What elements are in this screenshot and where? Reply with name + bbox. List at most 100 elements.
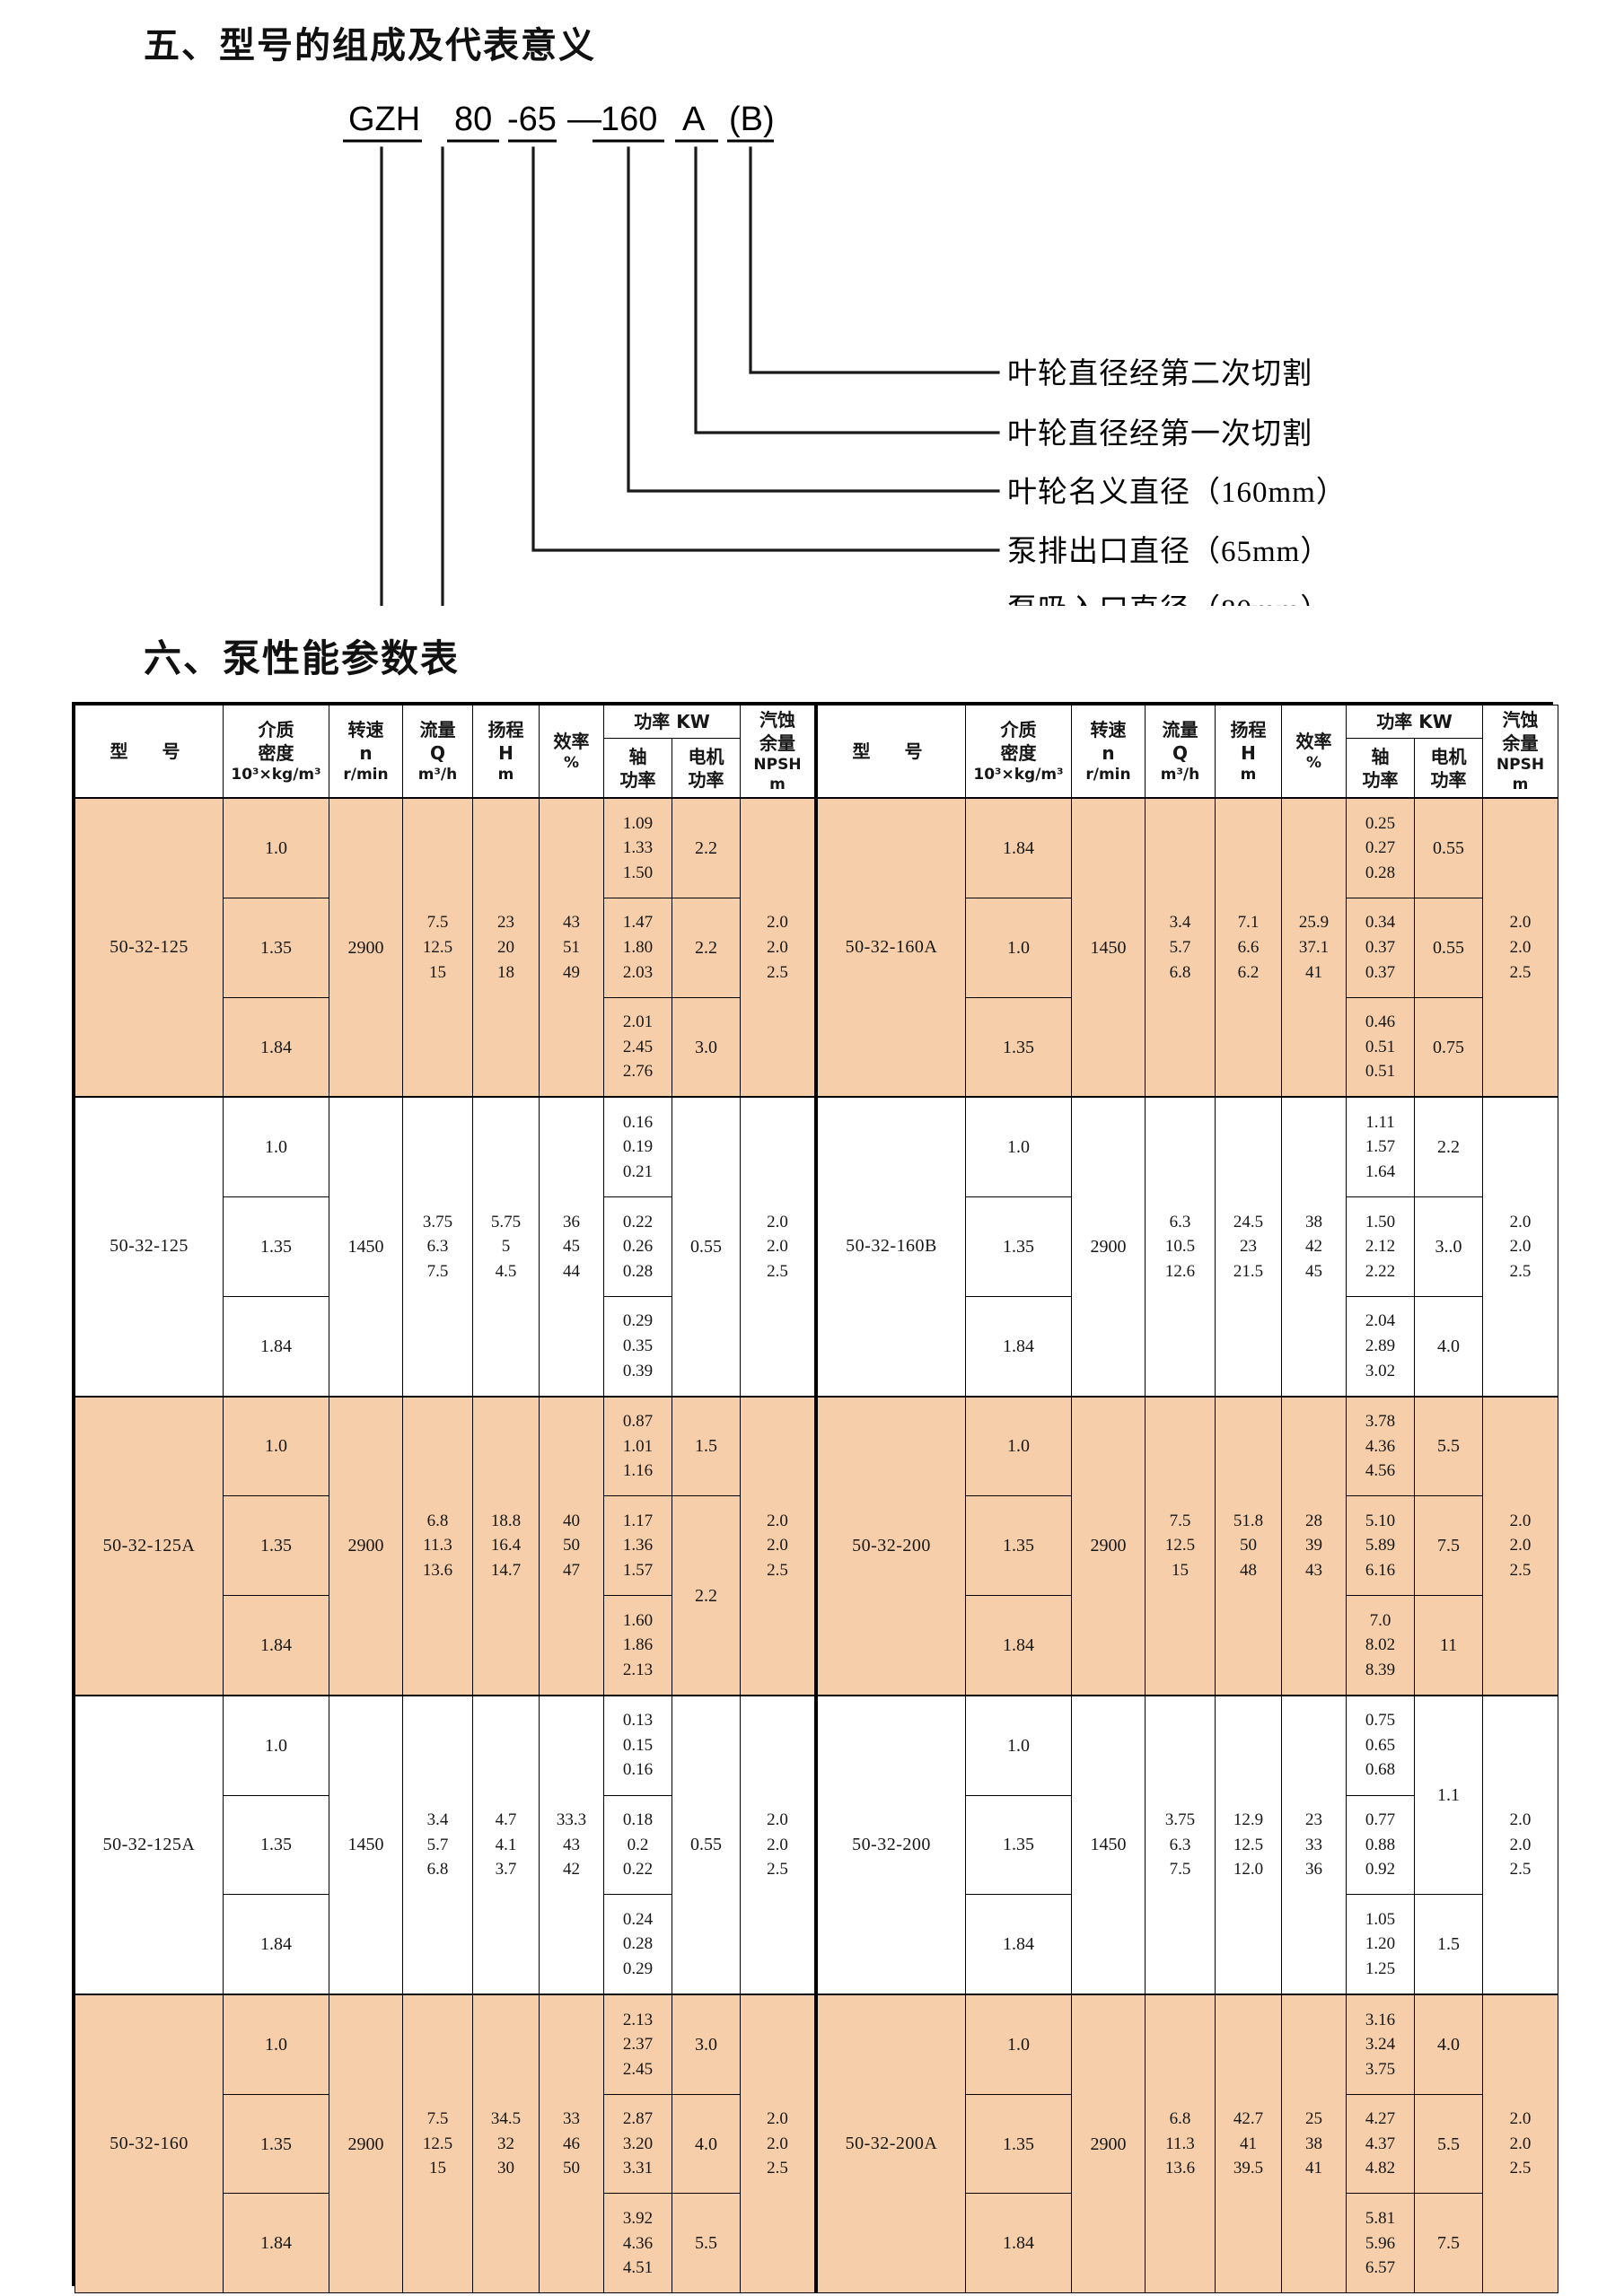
cell-flow: 6.8 11.3 13.6	[1145, 1994, 1216, 2294]
table-row: 1.84 7.0 8.02 8.39 11	[818, 1595, 1558, 1696]
cell-shaft-power: 0.22 0.26 0.28	[603, 1196, 672, 1297]
model-token-discharge: -65	[507, 101, 557, 138]
table-row: 50-32-125 1.0 2900 7.5 12.5 15 23 20 18 43 51…	[75, 797, 816, 1098]
cell-density: 1.0	[223, 797, 329, 898]
cell-head: 51.8 50 48	[1215, 1395, 1282, 1696]
cell-head: 4.7 4.1 3.7	[472, 1694, 540, 1995]
cell-motor-power: 1.5	[672, 1395, 741, 1497]
leader-label-first-cut: 叶轮直径经第一次切割	[1007, 417, 1312, 451]
cell-head: 18.8 16.4 14.7	[472, 1395, 540, 1696]
header-npsh: 汽蚀 余量 NPSH m	[740, 705, 816, 799]
header-motor-power: 电机 功率	[1414, 737, 1483, 799]
header-density: 介质 密度 10³×kg/m³	[965, 705, 1072, 799]
cell-density: 1.0	[223, 1694, 329, 1796]
leader-label-nominal-dia: 叶轮名义直径（160mm）	[1007, 476, 1347, 509]
cell-density: 1.84	[223, 1595, 329, 1696]
header-power-group: 功率 KW	[603, 705, 741, 739]
cell-speed: 1450	[1071, 797, 1146, 1098]
cell-shaft-power: 0.34 0.37 0.37	[1346, 897, 1415, 998]
cell-flow: 3.4 5.7 6.8	[1145, 797, 1216, 1098]
section-five-title: 五、型号的组成及代表意义	[144, 25, 596, 66]
table-row: 50-32-200A 1.0 2900 6.8 11.3 13.6 42.7 41 39…	[817, 1993, 1558, 2294]
cell-motor-power: 3.0	[672, 996, 741, 1098]
cell-density: 1.35	[965, 996, 1072, 1098]
cell-npsh: 2.0 2.0 2.5	[740, 797, 816, 1098]
header-speed: 转速 n r/min	[1071, 705, 1146, 799]
cell-shaft-power: 1.50 2.12 2.22	[1346, 1196, 1415, 1297]
cell-shaft-power: 2.01 2.45 2.76	[603, 996, 672, 1098]
cell-efficiency: 28 39 43	[1281, 1395, 1347, 1696]
table-row: 1.35 0.22 0.26 0.28	[75, 1196, 816, 1297]
cell-density: 1.84	[223, 1295, 329, 1398]
cell-model: 50-32-160	[75, 1994, 224, 2294]
model-token-suction: 80	[454, 101, 492, 138]
cell-model: 50-32-125A	[75, 1694, 224, 1995]
table-row: 50-32-160A 1.84 1450 3.4 5.7 6.8 7.1 6.6 6.2…	[817, 797, 1558, 1098]
header-model: 型 号	[817, 705, 966, 799]
cell-efficiency: 25 38 41	[1281, 1994, 1347, 2294]
cell-density: 1.84	[965, 797, 1072, 898]
cell-motor-power: 3.0	[672, 1993, 741, 2095]
cell-density: 1.84	[965, 1894, 1072, 1995]
cell-shaft-power: 0.75 0.65 0.68	[1346, 1694, 1415, 1796]
cell-motor-power: 5.5	[1414, 1395, 1483, 1497]
cell-motor-power: 4.0	[1414, 1993, 1483, 2095]
cell-flow: 3.4 5.7 6.8	[402, 1694, 473, 1995]
cell-shaft-power: 1.47 1.80 2.03	[603, 897, 672, 998]
cell-speed: 2900	[329, 797, 403, 1098]
cell-model: 50-32-125	[75, 797, 224, 1098]
table-row: 50-32-125 1.0 1450 3.75 6.3 7.5 5.75 5 4.5 36…	[75, 1096, 816, 1398]
cell-npsh: 2.0 2.0 2.5	[1482, 1395, 1558, 1696]
cell-density: 1.0	[965, 1395, 1072, 1497]
cell-npsh: 2.0 2.0 2.5	[1482, 1096, 1558, 1398]
cell-flow: 3.75 6.3 7.5	[402, 1096, 473, 1398]
cell-speed: 2900	[1071, 1096, 1146, 1398]
cell-head: 42.7 41 39.5	[1215, 1994, 1282, 2294]
cell-model: 50-32-160B	[817, 1096, 966, 1398]
cell-model: 50-32-125A	[75, 1395, 224, 1696]
cell-density: 1.84	[223, 996, 329, 1098]
cell-efficiency: 33.3 43 42	[539, 1694, 604, 1995]
cell-efficiency: 25.9 37.1 41	[1281, 797, 1347, 1098]
cell-shaft-power: 0.29 0.35 0.39	[603, 1295, 672, 1398]
header-motor-power: 电机 功率	[672, 737, 741, 799]
cell-flow: 6.8 11.3 13.6	[402, 1395, 473, 1696]
cell-shaft-power: 0.25 0.27 0.28	[1346, 797, 1415, 898]
cell-efficiency: 33 46 50	[539, 1994, 604, 2294]
table-body-right: 50-32-160A 1.84 1450 3.4 5.7 6.8 7.1 6.6 6.2…	[817, 797, 1558, 2294]
leader-label-suction: 泵吸入口直径（80mm）	[1007, 593, 1330, 606]
table-row: 1.84 3.92 4.36 4.51 5.5	[75, 2193, 816, 2294]
cell-npsh: 2.0 2.0 2.5	[740, 1994, 816, 2294]
cell-shaft-power: 3.16 3.24 3.75	[1346, 1993, 1415, 2095]
cell-speed: 2900	[1071, 1994, 1146, 2294]
cell-shaft-power: 0.77 0.88 0.92	[1346, 1794, 1415, 1896]
cell-shaft-power: 0.46 0.51 0.51	[1346, 996, 1415, 1098]
cell-speed: 1450	[329, 1096, 403, 1398]
cell-shaft-power: 2.13 2.37 2.45	[603, 1993, 672, 2095]
cell-model: 50-32-200	[817, 1694, 966, 1995]
leader-label-second-cut: 叶轮直径经第二次切割	[1007, 357, 1312, 390]
header-shaft-power: 轴功率	[1346, 737, 1415, 799]
cell-speed: 2900	[329, 1395, 403, 1696]
cell-motor-power: 2.2	[672, 1495, 741, 1696]
header-efficiency: 效率%	[539, 705, 604, 799]
cell-speed: 1450	[1071, 1694, 1146, 1995]
cell-efficiency: 36 45 44	[539, 1096, 604, 1398]
cell-shaft-power: 5.10 5.89 6.16	[1346, 1495, 1415, 1597]
table-row: 1.35 4.27 4.37 4.82 5.5	[818, 2093, 1558, 2195]
cell-speed: 2900	[1071, 1395, 1146, 1696]
cell-shaft-power: 2.87 3.20 3.31	[603, 2093, 672, 2195]
cell-density: 1.0	[965, 1096, 1072, 1198]
header-density: 介质 密度 10³×kg/m³	[223, 705, 329, 799]
cell-motor-power: 11	[1414, 1595, 1483, 1696]
cell-flow: 3.75 6.3 7.5	[1145, 1694, 1216, 1995]
cell-head: 34.5 32 30	[472, 1994, 540, 2294]
cell-motor-power: 2.2	[1414, 1096, 1483, 1198]
cell-motor-power: 2.2	[672, 797, 741, 898]
cell-motor-power: 0.55	[1414, 797, 1483, 898]
